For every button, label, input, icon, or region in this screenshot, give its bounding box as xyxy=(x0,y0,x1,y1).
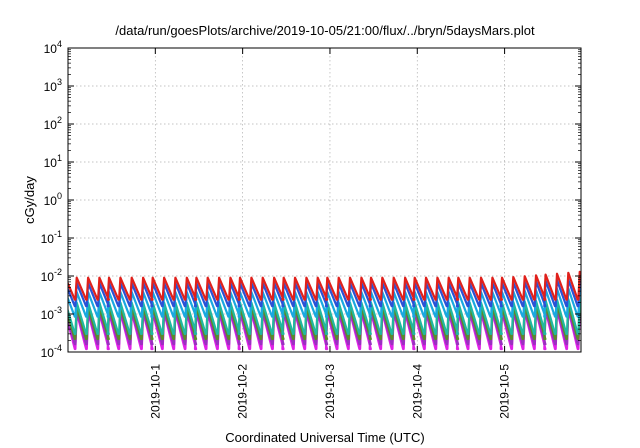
series-group xyxy=(68,270,581,351)
y-tick-label: 101 xyxy=(44,153,62,170)
x-tick-label: 2019-10-4 xyxy=(410,364,424,419)
y-axis-label: cGy/day xyxy=(22,176,37,224)
y-tick-label: 102 xyxy=(44,115,62,132)
y-tick-label: 100 xyxy=(44,191,62,208)
series-line xyxy=(68,270,581,301)
y-tick-label: 10-1 xyxy=(41,229,62,246)
x-tick-label: 2019-10-5 xyxy=(498,364,512,419)
x-tick-label: 2019-10-1 xyxy=(148,364,162,419)
x-tick-label: 2019-10-2 xyxy=(236,364,250,419)
y-tick-label: 10-4 xyxy=(41,343,62,360)
x-axis-label: Coordinated Universal Time (UTC) xyxy=(225,430,424,445)
x-tick-label: 2019-10-3 xyxy=(323,364,337,419)
axis-ticks: 10-4 10-3 10-2 10-1 100 101 102 103 104 2019-10-1… xyxy=(41,39,581,419)
chart-title: /data/run/goesPlots/archive/2019-10-05/2… xyxy=(115,23,535,38)
y-tick-label: 10-2 xyxy=(41,267,62,284)
y-tick-label: 103 xyxy=(44,77,62,94)
y-tick-label: 10-3 xyxy=(41,305,62,322)
y-tick-label: 104 xyxy=(44,39,62,56)
